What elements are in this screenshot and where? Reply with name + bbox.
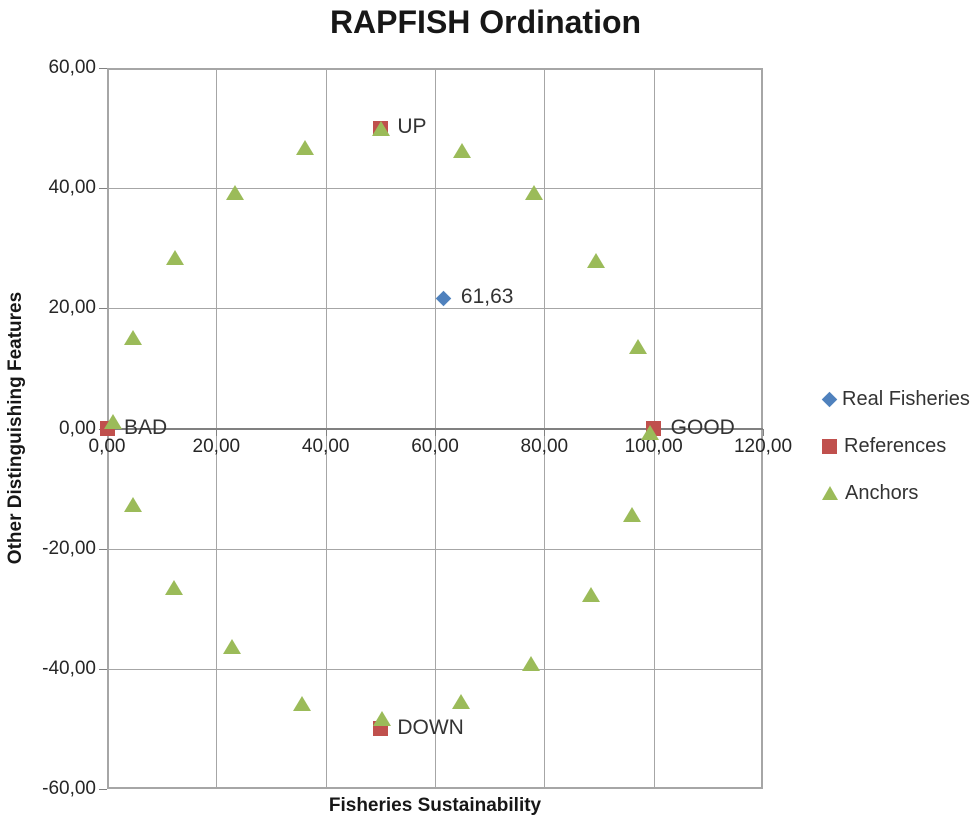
chart-title: RAPFISH Ordination bbox=[329, 4, 642, 40]
legend-label: References bbox=[844, 434, 947, 457]
x-axis-tick bbox=[216, 428, 218, 436]
point-label: GOOD bbox=[670, 415, 735, 439]
anchor-marker triangle-icon bbox=[628, 338, 647, 354]
legend-item-anchors: Anchors bbox=[822, 482, 970, 504]
x-axis-tick bbox=[435, 428, 436, 436]
anchor-marker triangle-icon bbox=[165, 579, 184, 595]
anchor-marker triangle-icon bbox=[223, 639, 242, 655]
x-tick-label: 0,00 bbox=[88, 435, 126, 457]
y-tick-label: -60,00 bbox=[42, 778, 96, 799]
point-label: 61,63 bbox=[460, 285, 514, 309]
anchor-marker triangle-icon bbox=[296, 140, 315, 156]
anchor-marker triangle-icon bbox=[452, 142, 471, 158]
point-label: BAD bbox=[124, 415, 168, 439]
diamond-icon bbox=[821, 391, 838, 407]
horizontal-gridline bbox=[107, 668, 763, 670]
x-tick-label: 100,00 bbox=[624, 435, 683, 457]
horizontal-gridline bbox=[107, 308, 763, 310]
y-axis-tick bbox=[99, 68, 107, 69]
y-axis-tick bbox=[99, 668, 107, 670]
x-tick-label: 60,00 bbox=[411, 435, 459, 457]
anchor-marker triangle-icon bbox=[525, 184, 544, 200]
anchor-marker triangle-icon bbox=[452, 693, 471, 709]
y-tick-label: 20,00 bbox=[48, 297, 96, 319]
y-tick-label: -20,00 bbox=[42, 537, 96, 559]
anchor-marker triangle-icon bbox=[104, 413, 122, 429]
legend-label: Real Fisheries bbox=[842, 387, 970, 410]
point-label: UP bbox=[397, 115, 427, 139]
horizontal-gridline bbox=[107, 548, 763, 550]
point-label: DOWN bbox=[397, 715, 464, 739]
legend-item-references: References bbox=[822, 435, 970, 457]
anchor-marker triangle-icon bbox=[372, 710, 391, 726]
anchor-marker triangle-icon bbox=[587, 253, 606, 269]
x-tick-label: 80,00 bbox=[520, 435, 569, 457]
y-tick-label: -40,00 bbox=[42, 657, 96, 679]
x-tick-label: 40,00 bbox=[301, 435, 350, 457]
x-axis-title: Fisheries Sustainability bbox=[328, 795, 542, 816]
anchor-marker triangle-icon bbox=[581, 587, 600, 603]
chart-legend: Real Fisheries References Anchors bbox=[821, 387, 970, 529]
anchor-marker triangle-icon bbox=[124, 497, 143, 513]
triangle-icon bbox=[822, 486, 838, 500]
y-tick-label: 0,00 bbox=[59, 417, 96, 439]
y-tick-label: 60,00 bbox=[48, 57, 96, 78]
anchor-marker triangle-icon bbox=[371, 121, 390, 137]
anchor-marker triangle-icon bbox=[622, 506, 641, 522]
anchor-marker triangle-icon bbox=[226, 184, 245, 200]
x-axis-tick bbox=[544, 428, 546, 436]
x-tick-label: 20,00 bbox=[192, 435, 241, 457]
anchor-marker triangle-icon bbox=[293, 696, 312, 712]
y-axis-tick bbox=[99, 789, 107, 790]
anchor-marker triangle-icon bbox=[521, 655, 540, 671]
anchor-marker triangle-icon bbox=[641, 424, 660, 440]
legend-item-real-fisheries: Real Fisheries bbox=[821, 387, 970, 410]
x-tick-label: 120,00 bbox=[733, 435, 793, 457]
horizontal-gridline bbox=[107, 188, 763, 190]
y-axis-tick bbox=[99, 308, 107, 310]
anchor-marker triangle-icon bbox=[166, 250, 185, 266]
x-axis-tick bbox=[325, 428, 327, 436]
legend-label: Anchors bbox=[845, 481, 919, 504]
y-axis-tick bbox=[99, 548, 107, 550]
anchor-marker triangle-icon bbox=[124, 330, 143, 346]
x-axis-tick bbox=[763, 428, 764, 436]
y-axis-tick bbox=[99, 188, 107, 190]
square-icon bbox=[822, 438, 837, 454]
y-tick-label: 40,00 bbox=[48, 177, 96, 199]
